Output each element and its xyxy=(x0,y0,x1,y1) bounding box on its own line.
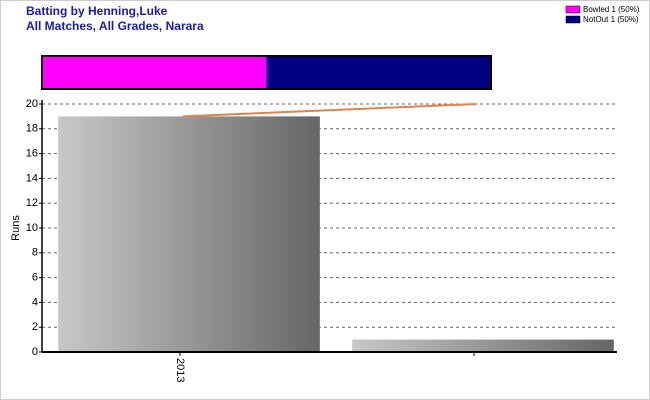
proportion-segment xyxy=(42,56,267,89)
y-tick-label: 6 xyxy=(32,272,38,284)
chart-title: Batting by Henning,Luke xyxy=(26,4,168,18)
proportion-border xyxy=(41,55,492,90)
chart-subtitle: All Matches, All Grades, Narara xyxy=(26,19,204,33)
y-tick-label: 10 xyxy=(26,222,38,234)
legend-swatch xyxy=(565,5,581,14)
y-tick-label: 14 xyxy=(26,172,38,184)
line xyxy=(182,103,478,118)
y-tick-label: 0 xyxy=(32,346,38,358)
proportion-segment xyxy=(266,56,491,89)
y-tick-label: 4 xyxy=(32,296,38,308)
y-tick-label: 16 xyxy=(26,148,38,160)
legend-swatch xyxy=(565,15,581,24)
bar xyxy=(58,116,320,353)
legend-label: NotOut 1 (50%) xyxy=(583,15,639,24)
y-tick-label: 2 xyxy=(32,321,38,333)
bar xyxy=(352,339,614,352)
legend-label: Bowled 1 (50%) xyxy=(583,5,640,14)
y-tick-label: 8 xyxy=(32,247,38,259)
y-tick-label: 12 xyxy=(26,197,38,209)
x-tick-label: 2013 xyxy=(174,358,186,382)
y-axis-label: Runs xyxy=(10,215,22,241)
y-tick-label: 20 xyxy=(26,98,38,110)
y-tick-label: 18 xyxy=(26,123,38,135)
